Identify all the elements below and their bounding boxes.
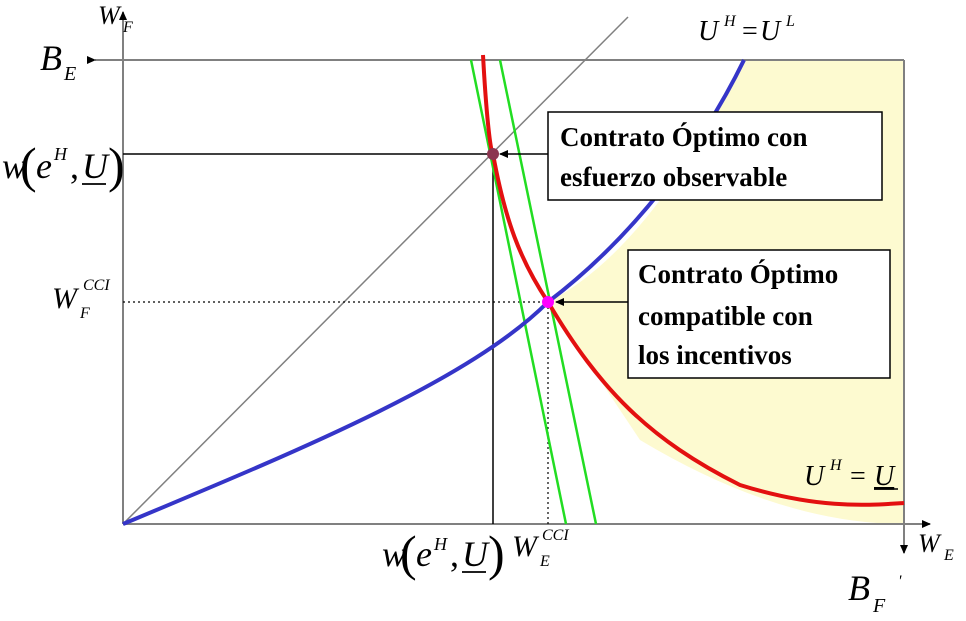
b-e-label: B E — [40, 38, 76, 85]
svg-text:H: H — [53, 144, 68, 164]
svg-text:E: E — [539, 553, 550, 570]
callout-observable-line-1: Contrato Óptimo con — [560, 122, 807, 152]
svg-text:U: U — [82, 146, 110, 186]
svg-text:): ) — [488, 525, 505, 581]
isoprofit-line-1 — [469, 59, 568, 525]
svg-text:H: H — [723, 13, 737, 30]
callout-observable: Contrato Óptimo con esfuerzo observable — [547, 111, 883, 201]
x-tick-observable-wage: w ( e H , U ) — [382, 525, 505, 581]
svg-text:w: w — [2, 146, 26, 186]
svg-text:B: B — [848, 568, 870, 608]
callout-incentive-line-1: Contrato Óptimo — [638, 259, 838, 289]
svg-text:W: W — [512, 530, 540, 563]
svg-text:F: F — [122, 19, 133, 36]
svg-text:U: U — [874, 461, 896, 492]
svg-text:CCI: CCI — [83, 277, 110, 294]
svg-text:,: , — [450, 534, 459, 574]
svg-text:(: ( — [400, 525, 417, 581]
optimum-incentive-point — [542, 296, 554, 308]
svg-text:F: F — [872, 595, 886, 617]
callout-incentive-line-2: compatible con — [638, 301, 813, 331]
svg-text:H: H — [829, 457, 843, 474]
svg-text:': ' — [898, 573, 902, 590]
x-axis-label: W E — [918, 529, 954, 564]
svg-text:CCI: CCI — [542, 527, 569, 544]
svg-text:E: E — [943, 547, 954, 564]
svg-text:E: E — [63, 63, 76, 85]
optimum-observable-point — [487, 148, 499, 160]
callout-incentive-line-3: los incentivos — [638, 340, 792, 370]
y-tick-observable-wage: w ( e H , U ) — [2, 137, 125, 193]
svg-text:B: B — [40, 38, 62, 78]
certainty-line — [122, 16, 629, 525]
svg-text:e: e — [416, 534, 432, 574]
svg-text:F: F — [79, 305, 90, 322]
y-axis-label: W F — [98, 1, 133, 36]
svg-text:w: w — [382, 534, 406, 574]
b-f-label: B F ' — [848, 568, 902, 617]
svg-text:W: W — [52, 282, 80, 315]
svg-text:H: H — [433, 534, 448, 554]
svg-text:e: e — [36, 146, 52, 186]
svg-text:): ) — [108, 137, 125, 193]
svg-text:L: L — [785, 13, 795, 30]
svg-text:U: U — [462, 534, 490, 574]
svg-text:,: , — [70, 146, 79, 186]
svg-text:(: ( — [20, 137, 37, 193]
svg-text:U: U — [760, 16, 782, 47]
isoprofit-line-2 — [498, 59, 598, 525]
svg-text:U: U — [698, 16, 720, 47]
callout-observable-line-2: esfuerzo observable — [560, 162, 787, 192]
callout-observable-box — [547, 111, 883, 201]
svg-text:=: = — [850, 461, 866, 492]
svg-text:W: W — [918, 529, 942, 558]
y-tick-incentive-wage: W CCI F — [52, 277, 110, 322]
x-tick-incentive-wage: W CCI E — [512, 527, 569, 570]
callout-incentive: Contrato Óptimo compatible con los incen… — [627, 249, 891, 379]
svg-text:W: W — [98, 1, 122, 30]
callout-incentive-box — [627, 249, 891, 379]
svg-text:U: U — [804, 461, 826, 492]
label-uh-equals-u-bar: U H = U — [804, 457, 898, 492]
svg-text:=: = — [742, 16, 758, 47]
label-uh-equals-ul: U H = U L — [698, 13, 795, 47]
